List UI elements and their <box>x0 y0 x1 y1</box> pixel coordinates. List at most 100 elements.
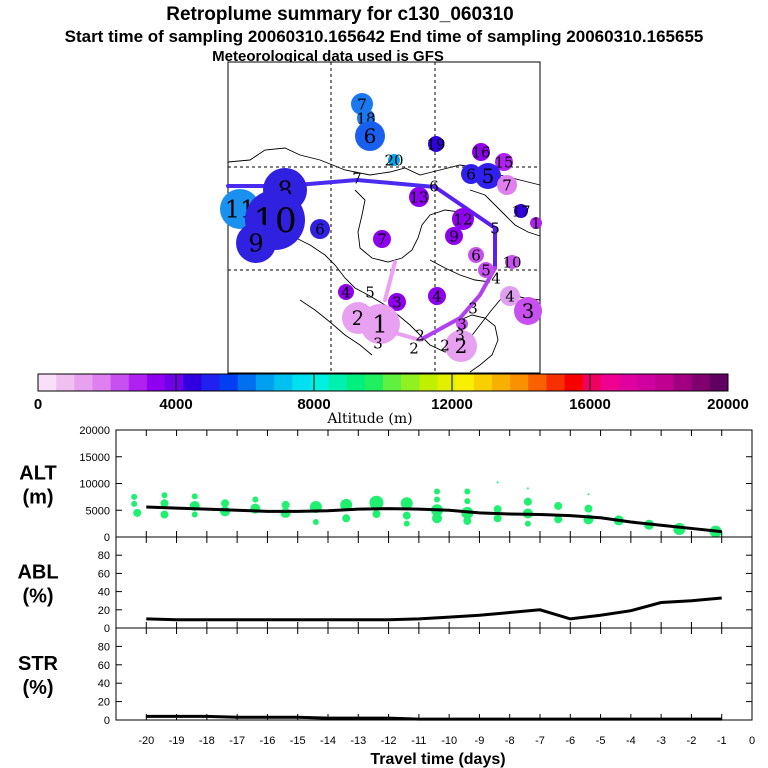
x-axis: -20 -19 -18 -17 -16 -15 -14 -13 -12 -11 -10 -9 -8 -7-… <box>138 735 755 768</box>
alt-point <box>493 514 502 523</box>
colorbar-swatch <box>128 374 148 391</box>
colorbar-swatch <box>74 374 93 391</box>
trajectory-marker: 3 <box>455 326 465 344</box>
marker-label: 4 <box>491 269 501 287</box>
x-tick-label: -17 <box>229 735 245 747</box>
alt-point <box>131 493 138 500</box>
colorbar-swatch <box>582 374 602 391</box>
colorbar-swatch <box>655 374 675 391</box>
trajectory-marker: 16 <box>471 143 491 161</box>
trajectory-marker: 2 <box>440 336 450 354</box>
panel-frame <box>115 536 753 629</box>
trajectory-marker: 2 <box>415 326 425 344</box>
alt-point <box>584 504 593 513</box>
y-tick-label: 0 <box>104 623 110 635</box>
colorbar-ticks: 0 4000 8000 12000 16000 20000 <box>34 374 749 413</box>
colorbar-swatch <box>292 374 311 391</box>
marker-dot <box>456 318 468 330</box>
str-line <box>146 714 722 721</box>
colorbar-tick-label: 16000 <box>569 396 611 413</box>
x-tick-label: -12 <box>381 735 397 747</box>
panel-frame <box>115 627 753 721</box>
alt-point <box>434 488 441 495</box>
marker-dot <box>388 154 400 166</box>
trajectory-marker: 9 <box>236 223 276 263</box>
alt-point <box>400 497 413 510</box>
trajectory-marker: 5 <box>490 219 500 237</box>
marker-label: 5 <box>490 219 500 237</box>
marker-label: 12 <box>453 210 472 228</box>
trajectory-marker: 9 <box>445 227 463 245</box>
alt-point <box>402 511 411 520</box>
trajectory-marker: 12 <box>452 208 474 230</box>
marker-dot <box>445 330 477 362</box>
trajectory-marker: 20 <box>384 151 403 169</box>
alt-point <box>312 519 319 526</box>
alt-point <box>524 520 531 527</box>
trajectory-marker: 4 <box>500 286 520 306</box>
colorbar-swatch <box>364 374 384 391</box>
panel-ylabel-top: ABL <box>17 562 58 584</box>
colorbar-swatch <box>310 374 330 391</box>
x-tick-label: -15 <box>290 735 306 747</box>
marker-label: 7 <box>502 176 512 194</box>
y-tick-label: 20 <box>98 697 110 709</box>
alt-point <box>160 499 169 508</box>
alt-point <box>340 498 353 511</box>
trajectory-marker: 1 <box>360 304 400 344</box>
x-axis-label: Travel time (days) <box>370 751 505 768</box>
marker-label: 5 <box>482 164 495 188</box>
alt-point <box>160 510 169 519</box>
trajectory-marker: 15 <box>494 153 514 171</box>
marker-dot <box>373 230 391 248</box>
x-tick-label: -16 <box>259 735 275 747</box>
colorbar-tick-label: 4000 <box>159 396 192 413</box>
marker-label: 1 <box>372 310 387 338</box>
marker-label: 6 <box>466 165 476 183</box>
x-tick-label: 0 <box>749 735 755 747</box>
marker-label: 2 <box>409 339 419 357</box>
colorbar-tick-label: 12000 <box>431 396 473 413</box>
alt-point <box>281 500 290 509</box>
colorbar-swatch <box>619 374 638 391</box>
x-tick-label: -3 <box>656 735 666 747</box>
colorbar-swatch <box>528 374 547 391</box>
y-tick-label: 15000 <box>79 452 110 464</box>
colorbar-swatch <box>255 374 275 391</box>
y-tick-label: 10000 <box>79 479 110 491</box>
trajectory-marker: 17 <box>511 202 530 220</box>
marker-label: 7 <box>377 230 387 248</box>
alt-point <box>131 500 138 507</box>
y-tick-label: 20 <box>98 605 110 617</box>
title-line-1: Retroplume summary for c130_060310 <box>166 4 513 25</box>
trajectory-marker: 6 <box>429 177 439 195</box>
colorbar-swatch <box>455 374 475 391</box>
marker-label: 17 <box>511 202 530 220</box>
marker-label: 4 <box>505 287 515 305</box>
marker-label: 15 <box>494 153 513 171</box>
colorbar-tick-label: 8000 <box>297 396 330 413</box>
trajectory-marker: 19 <box>426 135 445 153</box>
marker-dot <box>497 175 517 195</box>
colorbar-swatch <box>328 374 348 391</box>
alt-point <box>523 497 532 506</box>
colorbar-swatch <box>237 374 257 391</box>
colorbar-swatches <box>38 374 729 391</box>
marker-label: 10 <box>502 253 521 271</box>
colorbar-swatch <box>92 374 112 391</box>
trajectory-marker: 3 <box>456 315 468 333</box>
panel-ylabel-bottom: (%) <box>22 586 53 608</box>
marker-label: 3 <box>373 334 383 352</box>
colorbar-tick-label: 20000 <box>707 396 749 413</box>
marker-dot <box>445 227 463 245</box>
x-tick-label: -5 <box>596 735 606 747</box>
x-tick-label: -11 <box>411 735 426 747</box>
marker-label: 6 <box>429 177 439 195</box>
x-tick-label: -9 <box>475 735 485 747</box>
trajectory-marker: 7 <box>497 175 517 195</box>
marker-dot <box>514 204 528 218</box>
panel-ylabel-top: STR <box>18 653 59 675</box>
alt-point <box>372 509 381 518</box>
